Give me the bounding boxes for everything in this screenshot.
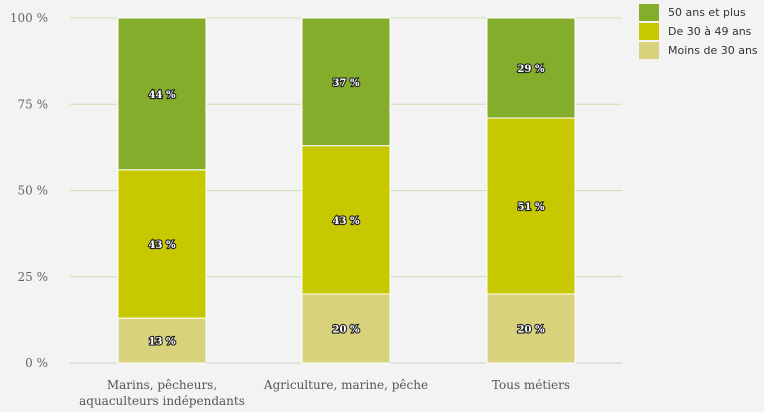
- y-tick-label: 50 %: [18, 184, 49, 198]
- y-tick-label: 0 %: [25, 356, 48, 370]
- legend-item: 50 ans et plus: [639, 3, 758, 21]
- data-label: 43 %: [333, 216, 360, 227]
- data-label: 44 %: [149, 90, 176, 101]
- x-axis-categories: Marins, pêcheurs, aquaculteurs indépendan…: [79, 378, 570, 408]
- y-tick-label: 100 %: [10, 11, 48, 25]
- legend-label: De 30 à 49 ans: [668, 24, 752, 38]
- y-tick-label: 75 %: [18, 97, 49, 111]
- bar-segment: [117, 17, 207, 171]
- bar-segment: [486, 293, 576, 364]
- legend-item: De 30 à 49 ans: [639, 22, 758, 40]
- y-axis-ticks: 0 % 25 % 50 % 75 % 100 %: [10, 11, 48, 370]
- legend-label: Moins de 30 ans: [668, 43, 758, 57]
- legend-swatch: [639, 41, 659, 59]
- data-label: 20 %: [333, 325, 360, 336]
- legend: 50 ans et plus De 30 à 49 ans Moins de 30 …: [639, 3, 758, 60]
- bar-segment: [117, 317, 207, 364]
- data-label: 51 %: [518, 202, 545, 213]
- legend-swatch: [639, 3, 659, 21]
- legend-label: 50 ans et plus: [668, 5, 746, 19]
- data-label: 43 %: [149, 240, 176, 251]
- x-category-label: Marins, pêcheurs, aquaculteurs indépendan…: [79, 378, 245, 408]
- bar-segment: [117, 169, 207, 319]
- x-category-label: Tous métiers: [492, 378, 570, 392]
- bar-segment: [486, 17, 576, 119]
- bar-segment: [301, 17, 391, 147]
- legend-swatch: [639, 22, 659, 40]
- data-labels: 13 % 43 % 44 % 20 % 43 % 37 % 20 % 51 % 29 %: [147, 63, 546, 349]
- bars: [117, 17, 576, 364]
- bar-segment: [486, 117, 576, 295]
- legend-item: Moins de 30 ans: [639, 41, 758, 59]
- data-label: 37 %: [333, 78, 360, 89]
- data-label: 29 %: [518, 64, 545, 75]
- x-category-label: Agriculture, marine, pêche: [263, 378, 428, 392]
- data-label: 20 %: [518, 325, 545, 336]
- data-label: 13 %: [149, 337, 176, 348]
- y-tick-label: 25 %: [18, 270, 49, 284]
